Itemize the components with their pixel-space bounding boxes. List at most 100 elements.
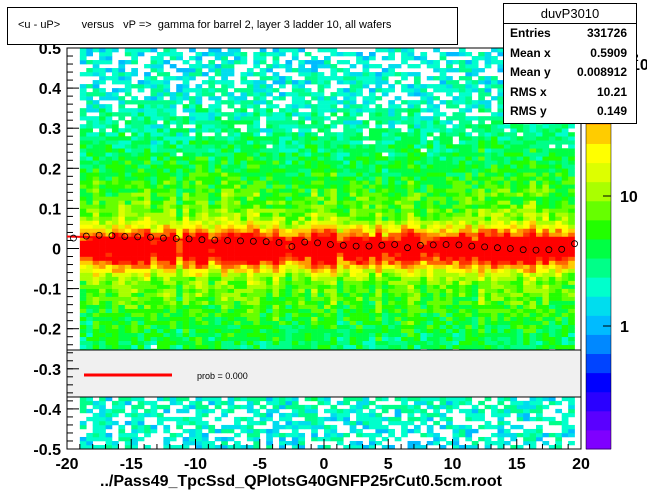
heatmap-cell [266,152,273,157]
heatmap-cell [291,52,299,57]
heatmap-cell [426,160,434,165]
heatmap-cell [304,264,312,269]
heatmap-cell [381,140,389,145]
heatmap-cell [201,332,209,338]
heatmap-cell [182,148,190,153]
heatmap-cell [201,144,209,149]
heatmap-cell [240,416,248,422]
heatmap-cell [169,280,177,285]
heatmap-cell [208,244,216,249]
heatmap-cell [137,228,145,233]
heatmap-cell [362,424,370,430]
heatmap-cell [439,120,447,125]
heatmap-cell [111,316,119,321]
heatmap-cell [214,156,222,161]
heatmap-cell [433,396,440,402]
heatmap-cell [272,408,280,414]
heatmap-cell [99,252,106,257]
heatmap-cell [150,124,158,129]
heatmap-cell [111,284,119,289]
heatmap-cell [111,444,119,450]
heatmap-cell [234,56,241,61]
heatmap-cell [343,144,350,149]
heatmap-cell [234,268,241,273]
heatmap-cell [279,236,286,241]
heatmap-cell [150,84,158,89]
heatmap-cell [86,296,93,301]
heatmap-cell [99,228,106,233]
heatmap-cell [111,180,119,185]
heatmap-cell [401,336,408,342]
heatmap-cell [349,248,357,253]
heatmap-cell [343,60,350,65]
heatmap-cell [169,160,177,165]
heatmap-cell [176,408,183,414]
heatmap-cell [92,152,100,157]
heatmap-cell [291,196,299,201]
heatmap-cell [368,288,376,293]
heatmap-cell [92,132,100,137]
heatmap-cell [413,288,421,293]
heatmap-cell [388,252,395,257]
heatmap-cell [272,132,280,137]
heatmap-cell [118,184,126,189]
heatmap-cell [234,344,241,350]
heatmap-cell [336,272,344,277]
heatmap-cell [304,300,312,305]
heatmap-cell [99,48,106,53]
heatmap-cell [388,144,395,149]
heatmap-cell [266,332,273,338]
heatmap-cell [240,120,248,125]
heatmap-cell [92,292,100,297]
heatmap-cell [394,156,402,161]
heatmap-cell [407,396,415,402]
heatmap-cell [336,324,344,329]
heatmap-cell [394,396,402,402]
heatmap-cell [388,260,395,265]
heatmap-cell [311,204,318,209]
heatmap-cell [105,228,113,233]
heatmap-cell [304,404,312,410]
heatmap-cell [131,112,138,117]
heatmap-cell [227,136,235,141]
heatmap-cell [279,444,286,450]
heatmap-cell [362,332,370,338]
heatmap-cell [111,68,119,73]
heatmap-cell [272,420,280,426]
heatmap-cell [285,128,293,133]
heatmap-cell [234,304,241,309]
heatmap-cell [439,72,447,77]
heatmap-cell [201,252,209,257]
heatmap-cell [375,48,383,53]
heatmap-cell [401,48,408,53]
heatmap-cell [401,276,408,281]
heatmap-cell [234,240,241,245]
heatmap-cell [86,136,93,141]
heatmap-cell [118,316,126,321]
heatmap-cell [92,212,100,217]
heatmap-cell [317,92,325,97]
heatmap-cell [189,232,196,237]
heatmap-cell [246,180,254,185]
heatmap-cell [298,164,306,169]
heatmap-cell [368,228,376,233]
heatmap-cell [253,304,261,309]
heatmap-cell [388,200,395,205]
heatmap-cell [99,276,106,281]
heatmap-cell [195,284,203,289]
heatmap-cell [349,132,357,137]
heatmap-cell [311,148,318,153]
heatmap-cell [343,92,350,97]
heatmap-cell [189,136,196,141]
heatmap-cell [362,160,370,165]
heatmap-cell [272,216,280,221]
heatmap-cell [356,56,363,61]
heatmap-cell [124,108,132,113]
heatmap-cell [144,140,151,145]
heatmap-cell [86,300,93,305]
heatmap-cell [137,332,145,338]
heatmap-cell [246,308,254,313]
heatmap-cell [214,224,222,229]
heatmap-cell [124,432,132,438]
heatmap-cell [433,316,440,321]
